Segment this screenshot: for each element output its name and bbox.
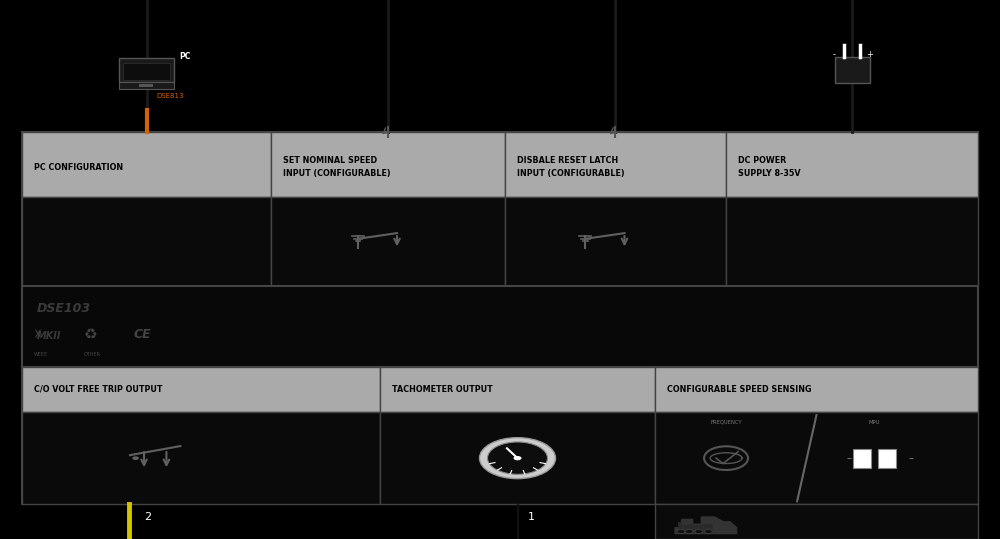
Bar	[22, 132, 978, 504]
Text: 2: 2	[144, 512, 152, 522]
Bar	[655, 504, 978, 539]
Bar	[22, 132, 271, 197]
Text: DSE813: DSE813	[157, 93, 184, 99]
Circle shape	[695, 529, 703, 534]
Text: FREQUENCY: FREQUENCY	[710, 419, 742, 425]
Bar	[22, 367, 380, 412]
Circle shape	[677, 529, 685, 534]
Text: PC: PC	[179, 52, 190, 61]
Text: MPU: MPU	[869, 419, 880, 425]
Circle shape	[704, 529, 712, 534]
Bar	[878, 448, 896, 467]
Circle shape	[488, 442, 548, 474]
Text: CE: CE	[134, 328, 152, 341]
Circle shape	[132, 457, 139, 460]
Bar	[505, 197, 726, 286]
Bar	[123, 63, 170, 79]
Text: SET NOMINAL SPEED
INPUT (CONFIGURABLE): SET NOMINAL SPEED INPUT (CONFIGURABLE)	[283, 156, 391, 178]
Circle shape	[514, 456, 522, 460]
Circle shape	[685, 529, 693, 534]
Bar	[655, 412, 978, 504]
Text: OTHER: OTHER	[84, 352, 101, 357]
Text: –: –	[847, 453, 852, 463]
Text: ♻: ♻	[84, 327, 98, 342]
Bar	[22, 286, 978, 367]
Bar	[380, 367, 655, 412]
Circle shape	[480, 438, 556, 479]
Text: TACHOMETER OUTPUT: TACHOMETER OUTPUT	[392, 385, 493, 394]
Text: –: –	[908, 453, 913, 463]
Bar	[505, 132, 726, 197]
Bar	[853, 448, 871, 467]
Text: C/O VOLT FREE TRIP OUTPUT: C/O VOLT FREE TRIP OUTPUT	[34, 385, 162, 394]
Bar	[675, 530, 713, 533]
Bar	[726, 132, 978, 197]
Text: +: +	[867, 50, 873, 59]
Bar	[119, 58, 174, 82]
Text: -: -	[832, 50, 836, 59]
Bar	[380, 412, 655, 504]
Bar	[271, 197, 505, 286]
Bar	[678, 522, 682, 526]
Text: ☓: ☓	[34, 327, 42, 342]
Bar	[271, 132, 505, 197]
Bar	[702, 524, 713, 530]
Bar	[834, 57, 870, 83]
Bar	[138, 84, 152, 86]
Bar	[655, 367, 978, 412]
Bar	[119, 82, 174, 88]
Text: DSE103: DSE103	[37, 302, 91, 315]
Bar	[22, 197, 271, 286]
Polygon shape	[675, 517, 737, 534]
Text: DC POWER
SUPPLY 8-35V: DC POWER SUPPLY 8-35V	[738, 156, 801, 178]
Text: MKII: MKII	[37, 331, 62, 342]
Text: DISBALE RESET LATCH
INPUT (CONFIGURABLE): DISBALE RESET LATCH INPUT (CONFIGURABLE)	[517, 156, 625, 178]
Text: WEEE: WEEE	[34, 352, 48, 357]
Bar	[726, 197, 978, 286]
Text: 1: 1	[528, 512, 535, 522]
Text: CONFIGURABLE SPEED SENSING: CONFIGURABLE SPEED SENSING	[667, 385, 812, 394]
Circle shape	[688, 524, 694, 527]
Bar	[678, 526, 707, 530]
Text: PC CONFIGURATION: PC CONFIGURATION	[34, 163, 123, 171]
Bar	[22, 412, 380, 504]
